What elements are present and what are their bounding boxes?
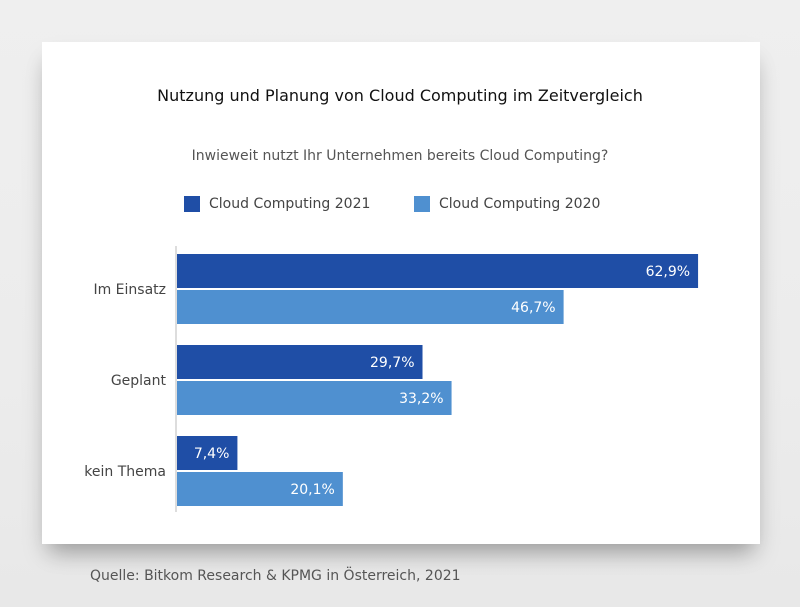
chart-subtitle: Inwieweit nutzt Ihr Unternehmen bereits … bbox=[191, 148, 609, 164]
data-label: 29,7% bbox=[370, 355, 414, 371]
data-label: 33,2% bbox=[399, 391, 443, 407]
legend-label-2021: Cloud Computing 2021 bbox=[209, 196, 371, 212]
legend-swatch-2020 bbox=[414, 196, 430, 212]
legend-swatch-2021 bbox=[184, 196, 200, 212]
bar bbox=[177, 254, 699, 288]
data-label: 20,1% bbox=[290, 482, 334, 498]
data-label: 46,7% bbox=[511, 300, 555, 316]
legend-item-2020: Cloud Computing 2020 bbox=[414, 194, 600, 214]
category-label: Im Einsatz bbox=[93, 282, 166, 298]
bar bbox=[177, 290, 564, 324]
legend-label-2020: Cloud Computing 2020 bbox=[439, 196, 601, 212]
data-label: 62,9% bbox=[646, 264, 690, 280]
category-label: Geplant bbox=[111, 373, 167, 389]
bar bbox=[177, 345, 423, 379]
source-note: Quelle: Bitkom Research & KPMG in Österr… bbox=[90, 568, 461, 584]
category-label: kein Thema bbox=[84, 464, 166, 480]
data-label: 7,4% bbox=[194, 446, 230, 462]
bar bbox=[177, 472, 343, 506]
bar bbox=[177, 381, 452, 415]
bar bbox=[177, 436, 238, 470]
legend-item-2021: Cloud Computing 2021 bbox=[184, 194, 370, 214]
chart-title: Nutzung und Planung von Cloud Computing … bbox=[157, 86, 643, 105]
